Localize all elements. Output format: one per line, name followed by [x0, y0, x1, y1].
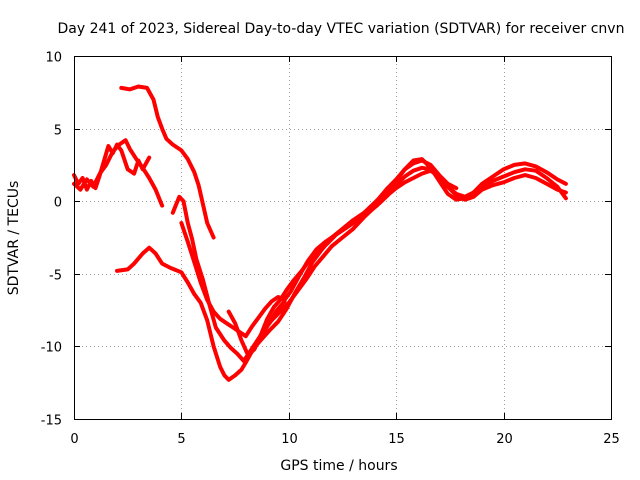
series-line-track-5 — [170, 158, 459, 363]
grid — [74, 56, 611, 419]
chart-title: Day 241 of 2023, Sidereal Day-to-day VTE… — [58, 21, 625, 37]
x-tick-label: 0 — [70, 432, 78, 447]
y-tick-label: 10 — [45, 51, 62, 66]
x-tick-label: 15 — [388, 432, 405, 447]
series-group — [72, 84, 568, 382]
y-tick-label: -5 — [49, 269, 62, 284]
series-line-track-3 — [119, 84, 216, 240]
y-tick-label: 0 — [54, 196, 62, 211]
y-axis-label: SDTVAR / TECUs — [6, 181, 22, 296]
series-line-track-1 — [72, 142, 152, 192]
y-tick-label: 5 — [54, 124, 62, 139]
x-axis-label: GPS time / hours — [280, 458, 397, 474]
series-line-track-7 — [226, 157, 568, 358]
series-line-track-2 — [72, 138, 165, 208]
plot-frame — [74, 56, 612, 420]
y-tick-label: -15 — [41, 414, 62, 429]
x-tick-label: 25 — [603, 432, 620, 447]
x-tick-label: 20 — [496, 432, 513, 447]
series-line-track-6 — [179, 165, 568, 339]
x-tick-label: 5 — [177, 432, 185, 447]
series-line-track-8 — [243, 168, 568, 360]
y-tick-label: -10 — [41, 341, 62, 356]
x-tick-label: 10 — [281, 432, 298, 447]
axis-ticks: 0 5 10 15 20 25 -15 -10 -5 0 5 10 — [41, 51, 620, 448]
